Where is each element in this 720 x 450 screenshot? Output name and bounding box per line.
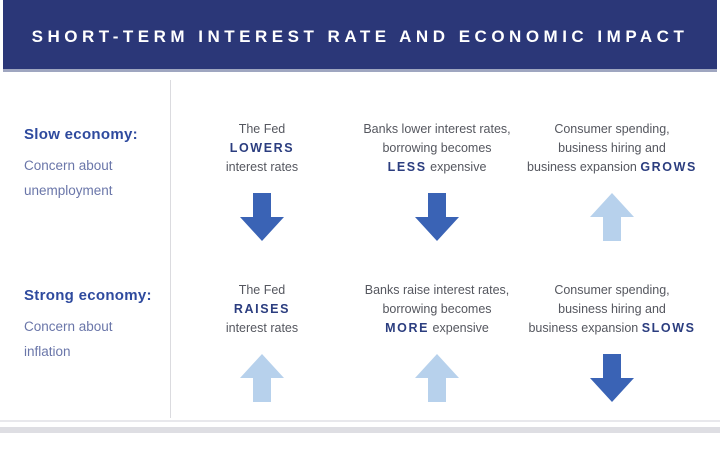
cell-banks-lower: Banks lower interest rates, borrowing bec… — [354, 120, 520, 241]
row-label-subtitle: Concern about inflation — [24, 319, 113, 359]
cell-text: The Fed LOWERS interest rates — [225, 122, 299, 174]
row-label-strong-economy: Strong economy: Concern about inflation — [0, 281, 170, 402]
up-arrow-icon — [414, 354, 460, 402]
cell-text: Consumer spending, business hiring and bus… — [528, 283, 696, 335]
header-banner: SHORT-TERM INTEREST RATE AND ECONOMIC IM… — [3, 0, 717, 72]
cell-text: The Fed RAISES interest rates — [225, 283, 299, 335]
row-strong-economy: Strong economy: Concern about inflation … — [0, 281, 720, 402]
down-arrow-icon — [239, 193, 285, 241]
down-arrow-icon — [414, 193, 460, 241]
row-label-title: Slow economy: — [24, 126, 138, 143]
row-slow-economy: Slow economy: Concern about unemployment… — [0, 120, 720, 241]
row-label-subtitle: Concern about unemployment — [24, 158, 113, 198]
row-label-slow-economy: Slow economy: Concern about unemployment — [0, 120, 170, 241]
card-bottom-edge — [0, 420, 720, 422]
cell-text: Consumer spending, business hiring and bus… — [527, 122, 697, 174]
row-label-title: Strong economy: — [24, 287, 152, 304]
card-shadow-band — [0, 427, 720, 433]
down-arrow-icon — [589, 354, 635, 402]
cell-spending-slows: Consumer spending, business hiring and bus… — [520, 281, 704, 402]
cell-fed-raises: The Fed RAISES interest rates — [170, 281, 354, 402]
page-title: SHORT-TERM INTEREST RATE AND ECONOMIC IM… — [31, 26, 689, 46]
cell-text: Banks lower interest rates, borrowing bec… — [363, 122, 511, 174]
up-arrow-icon — [589, 193, 635, 241]
cell-spending-grows: Consumer spending, business hiring and bus… — [520, 120, 704, 241]
cell-banks-raise: Banks raise interest rates, borrowing bec… — [354, 281, 520, 402]
cell-fed-lowers: The Fed LOWERS interest rates — [170, 120, 354, 241]
cell-text: Banks raise interest rates, borrowing bec… — [364, 283, 510, 335]
up-arrow-icon — [239, 354, 285, 402]
vertical-divider — [170, 80, 171, 418]
